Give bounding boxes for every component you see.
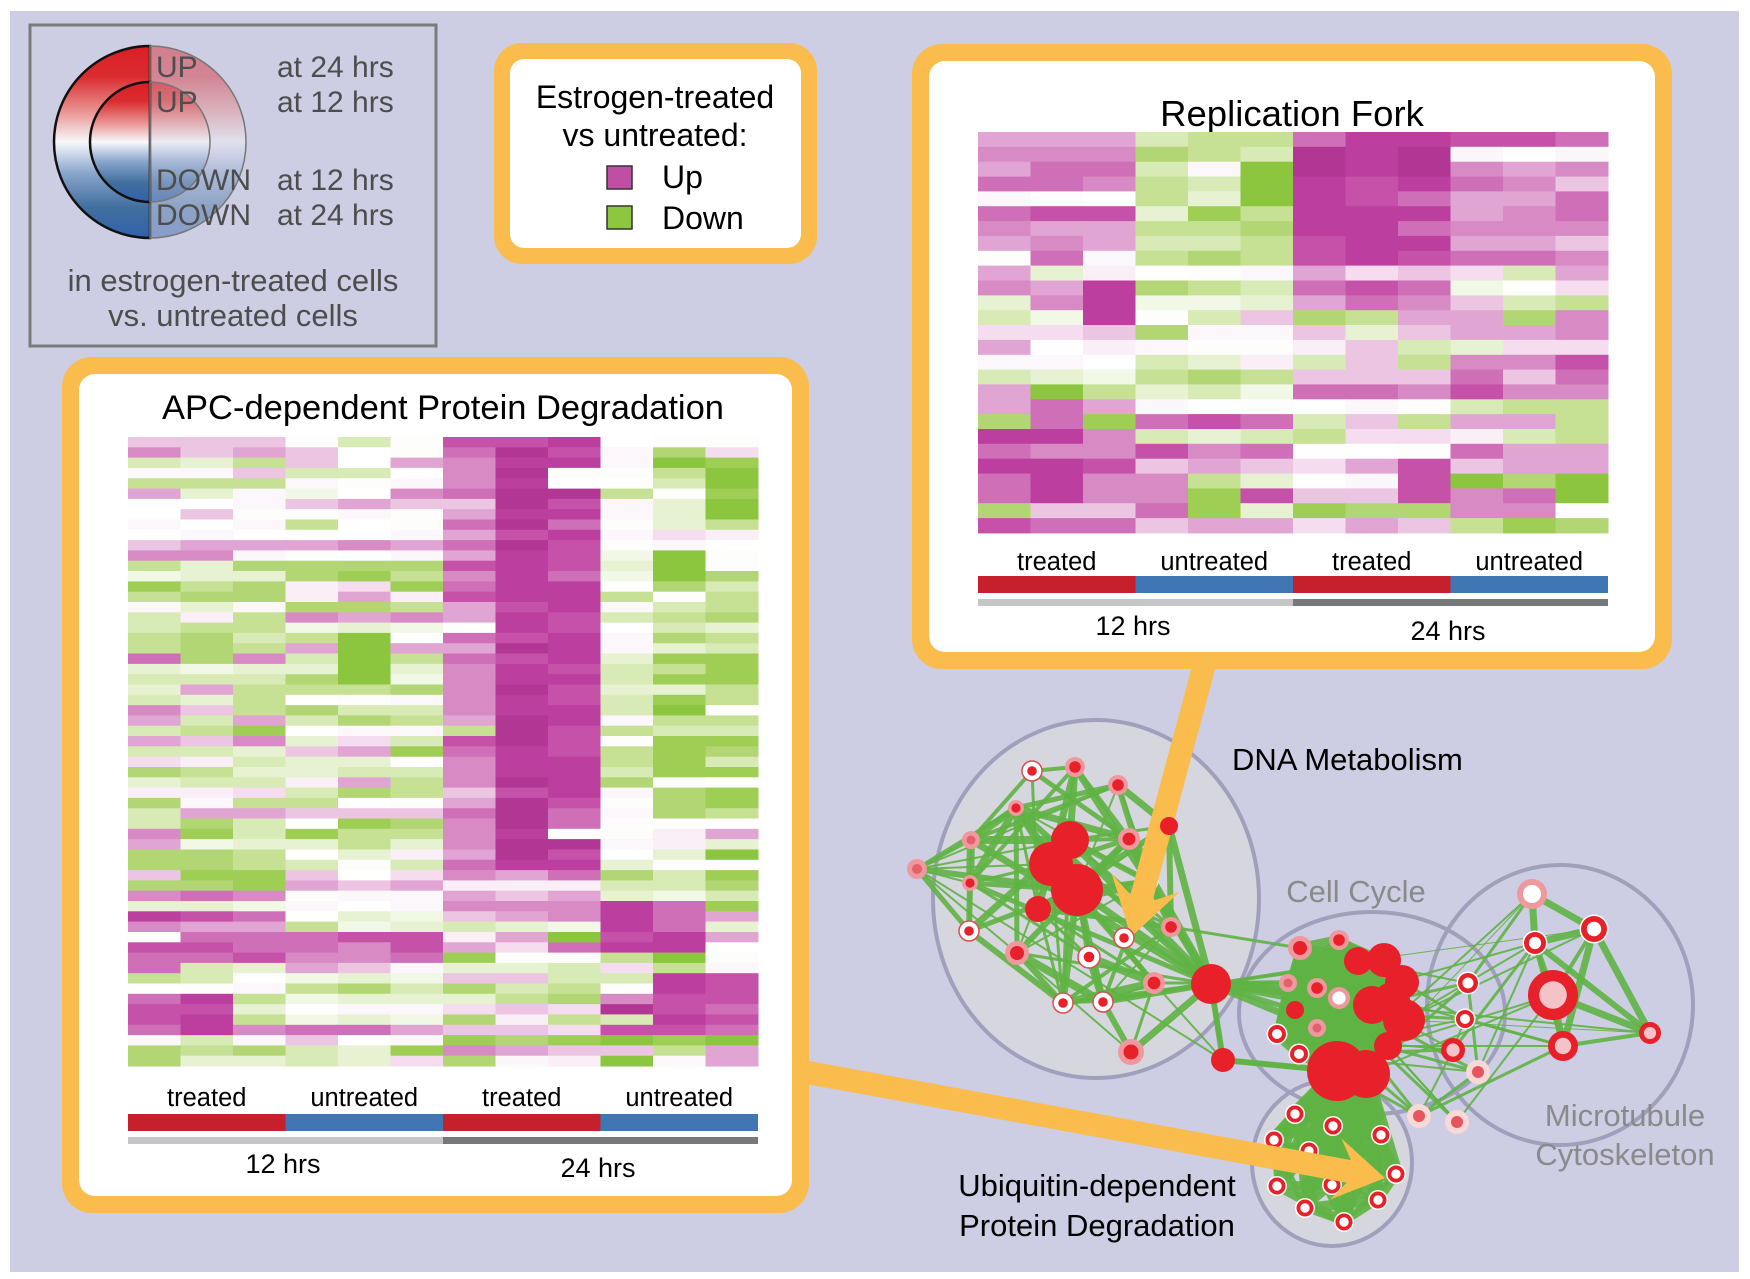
svg-text:12 hrs: 12 hrs	[245, 1149, 320, 1179]
svg-text:DNA Metabolism: DNA Metabolism	[1232, 742, 1463, 777]
svg-text:Ubiquitin-dependent: Ubiquitin-dependent	[958, 1168, 1236, 1203]
svg-text:untreated: untreated	[1160, 548, 1268, 576]
svg-text:Estrogen-treated: Estrogen-treated	[536, 79, 774, 115]
svg-text:12 hrs: 12 hrs	[1095, 611, 1170, 641]
svg-text:untreated: untreated	[310, 1084, 418, 1112]
svg-text:DOWN: DOWN	[156, 199, 251, 232]
svg-text:UP: UP	[156, 86, 198, 119]
svg-text:untreated: untreated	[1475, 548, 1583, 576]
svg-text:at 12 hrs: at 12 hrs	[277, 86, 394, 119]
svg-text:treated: treated	[482, 1084, 561, 1112]
svg-text:Up: Up	[662, 159, 703, 195]
svg-text:24 hrs: 24 hrs	[1410, 616, 1485, 646]
svg-text:UP: UP	[156, 51, 198, 84]
svg-text:at 24 hrs: at 24 hrs	[277, 51, 394, 84]
svg-text:Down: Down	[662, 200, 744, 236]
svg-text:Protein Degradation: Protein Degradation	[959, 1208, 1235, 1243]
svg-text:treated: treated	[1017, 548, 1096, 576]
svg-text:at 24 hrs: at 24 hrs	[277, 199, 394, 232]
svg-text:Cytoskeleton: Cytoskeleton	[1535, 1137, 1714, 1172]
svg-text:treated: treated	[1332, 548, 1411, 576]
svg-text:at 12 hrs: at 12 hrs	[277, 164, 394, 197]
svg-text:Microtubule: Microtubule	[1545, 1098, 1705, 1133]
svg-text:untreated: untreated	[625, 1084, 733, 1112]
svg-text:24 hrs: 24 hrs	[560, 1153, 635, 1183]
svg-text:Replication Fork: Replication Fork	[1160, 93, 1424, 134]
svg-text:APC-dependent Protein Degradat: APC-dependent Protein Degradation	[162, 389, 724, 427]
svg-text:vs untreated:: vs untreated:	[563, 117, 748, 153]
svg-text:vs. untreated cells: vs. untreated cells	[108, 298, 358, 333]
svg-text:in estrogen-treated cells: in estrogen-treated cells	[68, 263, 399, 298]
svg-text:DOWN: DOWN	[156, 164, 251, 197]
svg-text:Cell Cycle: Cell Cycle	[1286, 874, 1426, 909]
svg-text:treated: treated	[167, 1084, 246, 1112]
